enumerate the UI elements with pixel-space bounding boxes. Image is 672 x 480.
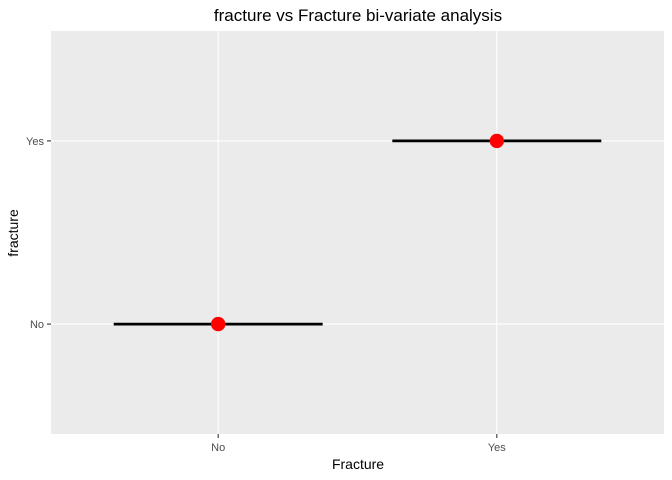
data-point: [489, 133, 505, 149]
data-points: [210, 133, 505, 332]
plot-panel: [51, 31, 664, 434]
x-tick-label: No: [211, 442, 225, 454]
data-point: [210, 316, 226, 332]
y-tick-label: No: [30, 319, 44, 331]
y-tick-label: Yes: [26, 136, 44, 148]
chart-title: fracture vs Fracture bi-variate analysis: [214, 6, 502, 25]
x-tick-label: Yes: [488, 442, 506, 454]
y-axis-title: fracture: [5, 209, 21, 257]
x-axis-ticks: No Yes: [211, 434, 506, 454]
x-axis-title: Fracture: [332, 456, 384, 472]
y-axis-ticks: No Yes: [26, 136, 51, 331]
